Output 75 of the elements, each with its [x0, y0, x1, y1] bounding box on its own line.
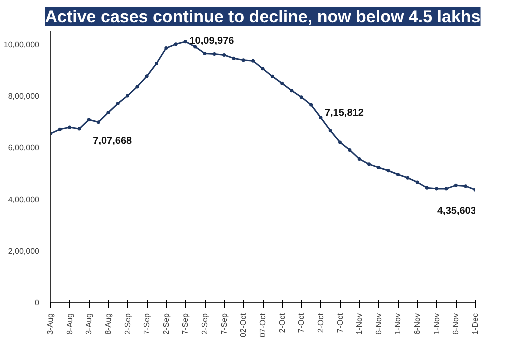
- point: [338, 140, 342, 144]
- point: [126, 94, 130, 98]
- point: [212, 52, 216, 56]
- y-tick-label: 6,00,000: [8, 144, 40, 153]
- x-tick-label: 3-Aug: [46, 313, 55, 335]
- point: [184, 40, 188, 44]
- x-tick-label: 3-Aug: [84, 313, 94, 335]
- data-label: 10,09,976: [190, 36, 235, 47]
- point: [386, 169, 390, 173]
- point: [164, 46, 168, 50]
- point: [280, 82, 284, 86]
- y-tick-label: 4,00,000: [8, 195, 40, 204]
- point: [348, 148, 352, 152]
- x-tick-label: 2-Sep: [123, 312, 132, 335]
- x-tick-label: 7-Sep: [142, 312, 152, 335]
- point: [261, 67, 265, 71]
- point: [136, 85, 140, 89]
- x-tick-label: 2-Oct: [316, 312, 326, 334]
- y-tick-label: 10,00,000: [4, 40, 40, 50]
- point: [155, 62, 158, 66]
- x-tick-label: 02-Oct: [239, 312, 248, 338]
- x-tick-label: 2-Sep: [162, 312, 171, 335]
- x-tick-label: 6-Nov: [374, 313, 384, 335]
- x-tick-label: 8-Aug: [104, 313, 113, 335]
- x-tick-label: 6-Nov: [413, 313, 422, 335]
- chart-title: Active cases continue to decline, now below 4.5 lakhs: [45, 8, 481, 26]
- point: [300, 96, 304, 100]
- point: [377, 166, 381, 170]
- y-tick-label: 8,00,000: [8, 92, 40, 102]
- data-label: 7,07,668: [93, 136, 132, 147]
- point: [97, 120, 101, 124]
- point: [435, 187, 439, 191]
- point: [328, 129, 332, 133]
- x-tick-label: 07-Oct: [258, 312, 268, 338]
- point: [406, 176, 410, 180]
- point: [68, 126, 72, 130]
- point: [242, 58, 246, 62]
- data-label: 7,15,812: [324, 108, 364, 119]
- x-tick-label: 8-Aug: [65, 313, 74, 335]
- x-tick-label: 7-Oct: [297, 312, 306, 334]
- y-tick-label: 0: [35, 298, 40, 308]
- point: [106, 111, 110, 115]
- point: [368, 162, 371, 166]
- point: [174, 42, 178, 46]
- point: [145, 74, 149, 78]
- x-tick-label: 1-Dec: [471, 313, 480, 335]
- x-tick-label: 6-Nov: [452, 313, 461, 335]
- x-tick-label: 2-Oct: [278, 312, 287, 334]
- point: [232, 56, 236, 60]
- x-tick-label: 7-Oct: [336, 312, 345, 334]
- x-tick-label: 1-Nov: [355, 313, 364, 335]
- point: [454, 184, 458, 188]
- point: [203, 52, 207, 56]
- point: [310, 103, 314, 107]
- point: [270, 74, 274, 78]
- point: [252, 59, 256, 63]
- point: [464, 184, 468, 188]
- point: [416, 180, 420, 184]
- point: [58, 128, 62, 132]
- point: [290, 89, 294, 93]
- point: [425, 186, 429, 190]
- x-tick-label: 2-Sep: [200, 312, 210, 335]
- point: [396, 172, 400, 176]
- point: [78, 127, 82, 131]
- x-tick-label: 1-Nov: [394, 313, 403, 335]
- point: [444, 187, 448, 191]
- x-tick-label: 7-Sep: [181, 312, 190, 335]
- point: [358, 158, 362, 162]
- point: [222, 53, 226, 57]
- y-tick-label: 2,00,000: [8, 246, 40, 256]
- point: [116, 102, 120, 106]
- point: [87, 118, 91, 122]
- point: [319, 116, 323, 120]
- x-tick-label: 7-Sep: [220, 312, 229, 335]
- x-tick-label: 1-Nov: [432, 313, 442, 335]
